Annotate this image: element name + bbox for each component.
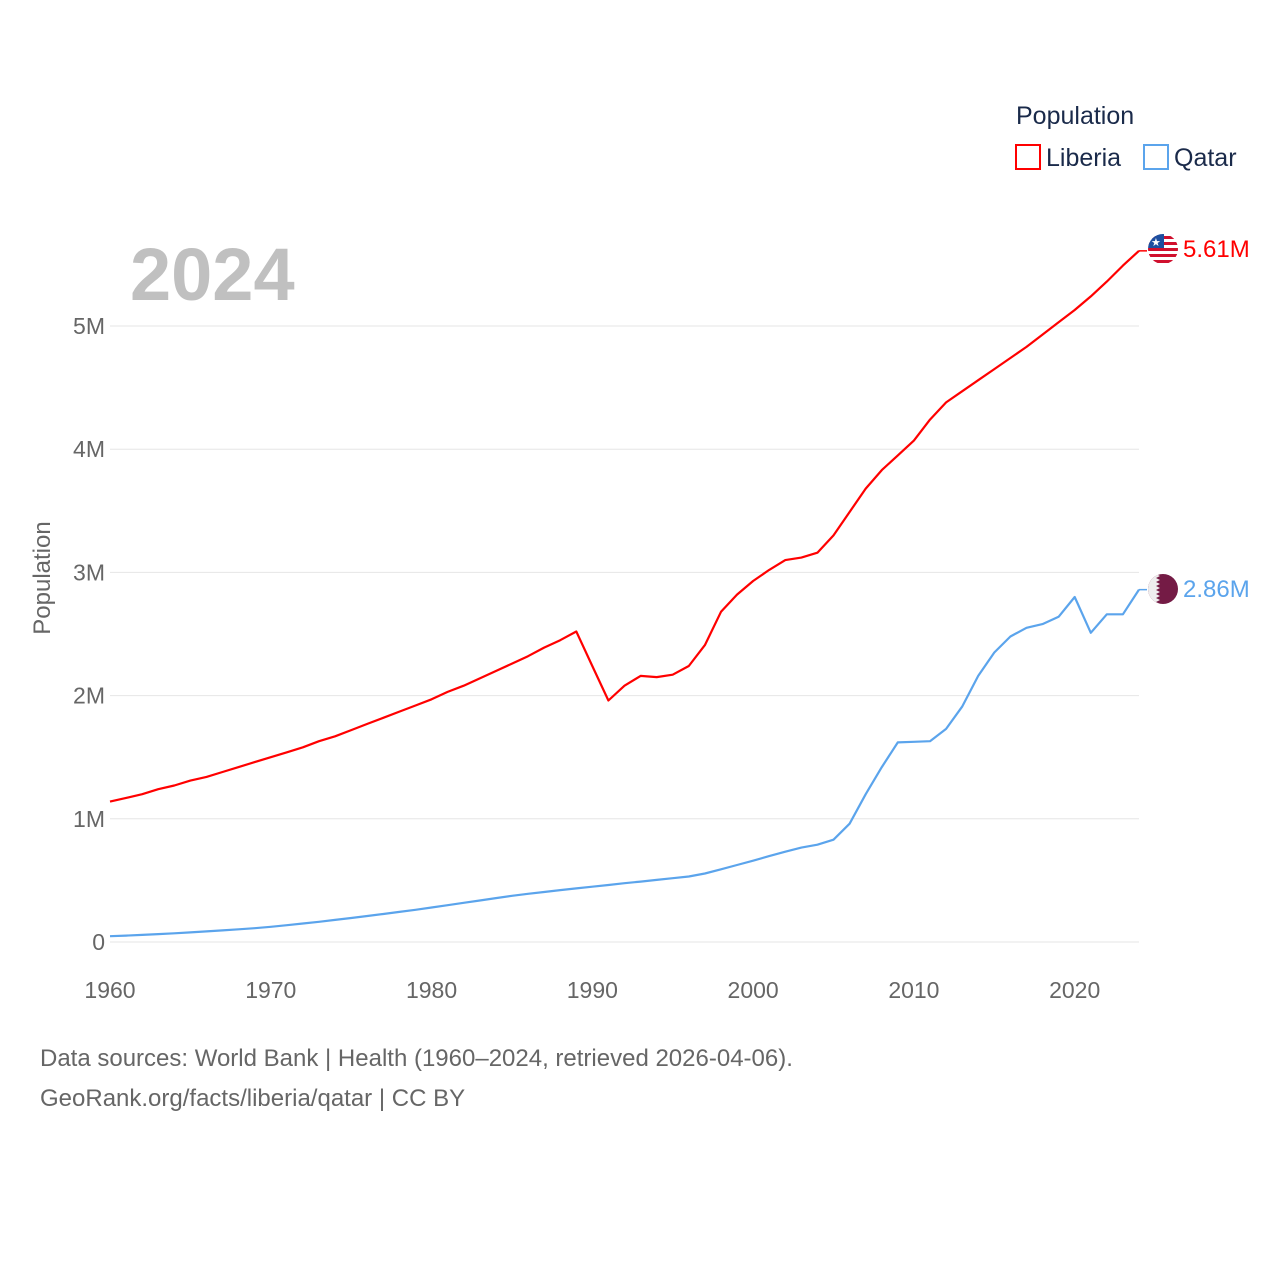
svg-text:★: ★ (1151, 237, 1161, 249)
legend-swatch-qatar (1143, 144, 1169, 170)
x-axis-ticks: 1960 1970 1980 1990 2000 2010 2020 (84, 977, 1100, 1003)
qatar-flag-icon (1148, 574, 1178, 604)
y-axis-ticks: 0 1M 2M 3M 4M 5M (73, 313, 105, 955)
x-tick-label: 1970 (245, 977, 296, 1003)
x-tick-label: 2020 (1049, 977, 1100, 1003)
y-tick-label: 2M (73, 683, 105, 709)
legend-label-liberia: Liberia (1046, 144, 1121, 172)
x-tick-label: 1990 (567, 977, 618, 1003)
legend-swatch-liberia (1015, 144, 1041, 170)
y-tick-label: 0 (92, 929, 105, 955)
data-source-text: Data sources: World Bank | Health (1960–… (40, 1045, 793, 1072)
liberia-flag-icon: ★ (1148, 234, 1178, 264)
x-tick-label: 1980 (406, 977, 457, 1003)
y-axis-label: Population (29, 521, 56, 634)
x-tick-label: 2010 (888, 977, 939, 1003)
legend-item-liberia[interactable]: Liberia (1015, 144, 1121, 172)
legend-title: Population (1016, 102, 1134, 130)
line-qatar (109, 588, 1140, 938)
y-tick-label: 5M (73, 313, 105, 339)
liberia-end-label: 5.61M (1183, 236, 1250, 263)
x-tick-label: 2000 (728, 977, 779, 1003)
legend-item-qatar[interactable]: Qatar (1143, 144, 1237, 172)
attribution-link[interactable]: GeoRank.org/facts/liberia/qatar | CC BY (40, 1085, 466, 1112)
y-tick-label: 1M (73, 806, 105, 832)
year-label: 2024 (130, 233, 295, 316)
line-liberia (109, 249, 1140, 803)
legend-label-qatar: Qatar (1174, 144, 1237, 172)
gridlines (110, 325, 1139, 943)
qatar-end-label: 2.86M (1183, 576, 1250, 603)
x-tick-label: 1960 (84, 977, 135, 1003)
series-lines (109, 249, 1147, 938)
legend: Population Liberia Qatar (1015, 102, 1237, 172)
y-tick-label: 4M (73, 436, 105, 462)
y-tick-label: 3M (73, 559, 105, 585)
